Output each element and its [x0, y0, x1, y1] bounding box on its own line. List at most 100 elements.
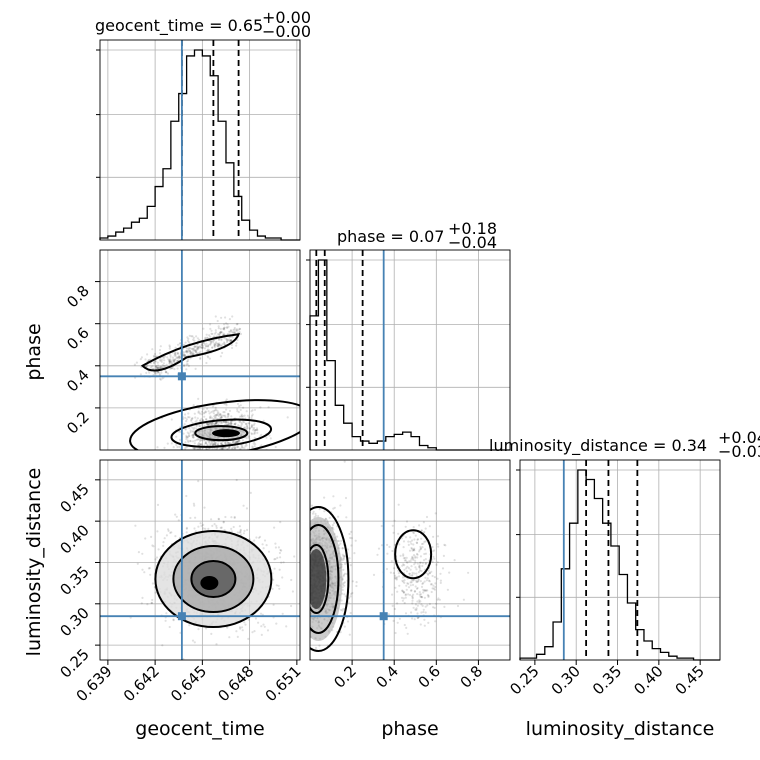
sample-point	[251, 446, 254, 449]
sample-point	[136, 562, 139, 565]
sample-point	[216, 342, 220, 345]
sample-point	[156, 361, 159, 364]
sample-point	[210, 416, 213, 419]
sample-point	[396, 559, 399, 563]
sample-point	[252, 423, 255, 427]
sample-point	[346, 620, 350, 623]
sample-point	[212, 423, 215, 426]
sample-point	[178, 356, 181, 359]
sample-point	[196, 417, 199, 420]
sample-point	[221, 421, 224, 424]
sample-point	[420, 585, 424, 589]
sample-point	[425, 579, 428, 582]
sample-point	[413, 549, 416, 552]
sample-point	[254, 443, 257, 446]
xtick-label-luminosity_distance-1: 0.30	[548, 662, 584, 698]
sample-point	[198, 424, 201, 427]
xtick-label-luminosity_distance-4: 0.45	[672, 662, 708, 698]
sample-point	[166, 372, 170, 375]
sample-point	[411, 583, 415, 587]
sample-point	[196, 337, 199, 340]
truth-marker-1-2	[379, 612, 388, 621]
sample-point	[200, 410, 204, 413]
sample-point	[343, 572, 346, 575]
sample-point	[195, 347, 198, 350]
sample-point	[414, 559, 417, 562]
sample-point	[431, 545, 434, 549]
sample-point	[411, 599, 414, 602]
sample-point	[432, 584, 435, 587]
sample-point	[446, 588, 449, 591]
contour-inner	[310, 544, 330, 614]
sample-point	[252, 432, 255, 435]
sample-point	[215, 422, 218, 425]
sample-point	[428, 580, 431, 583]
sample-point	[265, 436, 268, 439]
sample-point	[391, 604, 394, 608]
sample-point	[172, 360, 176, 363]
sample-point	[159, 345, 162, 348]
sample-point	[212, 443, 215, 446]
sample-point	[401, 579, 404, 582]
sample-point	[198, 345, 201, 348]
sample-point	[225, 408, 228, 411]
sample-point	[183, 351, 186, 354]
sample-point	[222, 327, 225, 330]
sample-point	[430, 570, 433, 573]
sample-point	[154, 352, 157, 356]
sample-point	[431, 560, 434, 564]
sample-point	[215, 421, 218, 424]
sample-point	[400, 537, 404, 540]
sample-point	[274, 542, 277, 545]
sample-point	[419, 623, 422, 626]
sample-point	[198, 443, 201, 446]
sample-point	[206, 345, 209, 348]
sample-point	[178, 342, 181, 345]
sample-point	[166, 442, 169, 445]
sample-point	[184, 416, 187, 419]
sample-point	[410, 547, 414, 550]
sample-point	[412, 593, 415, 596]
sample-point	[208, 357, 211, 360]
sample-point	[339, 504, 342, 507]
sample-point	[230, 329, 233, 332]
sample-point	[240, 415, 243, 418]
sample-point	[168, 360, 172, 363]
sample-point	[153, 355, 156, 358]
sample-point	[275, 584, 278, 587]
sample-point	[430, 583, 433, 586]
sample-point	[205, 442, 208, 445]
sample-point	[248, 427, 251, 430]
sample-point	[271, 587, 274, 591]
sample-point	[236, 441, 239, 444]
sample-point	[386, 543, 389, 547]
sample-point	[418, 561, 422, 565]
sample-point	[262, 419, 265, 422]
sample-point	[240, 533, 243, 536]
sample-point	[226, 447, 229, 450]
panel-phase-vs-luminosity_distance	[309, 459, 511, 664]
sample-point	[231, 440, 235, 443]
sample-point	[395, 578, 398, 581]
sample-point	[215, 341, 218, 344]
sample-point	[150, 535, 153, 539]
sample-point	[133, 363, 136, 366]
contour-outer	[310, 506, 350, 652]
sample-point	[209, 335, 212, 338]
sample-point	[239, 404, 242, 407]
sample-point	[422, 610, 425, 614]
sample-point	[186, 359, 189, 363]
sample-point	[185, 360, 189, 363]
sample-point	[220, 416, 223, 419]
sample-point	[411, 617, 414, 620]
sample-point	[243, 529, 246, 533]
sample-point	[231, 336, 234, 339]
sample-point	[315, 662, 317, 664]
sample-point	[203, 415, 206, 418]
sample-point	[140, 356, 143, 359]
sample-point	[172, 358, 175, 361]
sample-point	[162, 544, 165, 548]
sample-point	[409, 589, 413, 592]
sample-point	[184, 350, 188, 353]
sample-point	[230, 527, 233, 531]
